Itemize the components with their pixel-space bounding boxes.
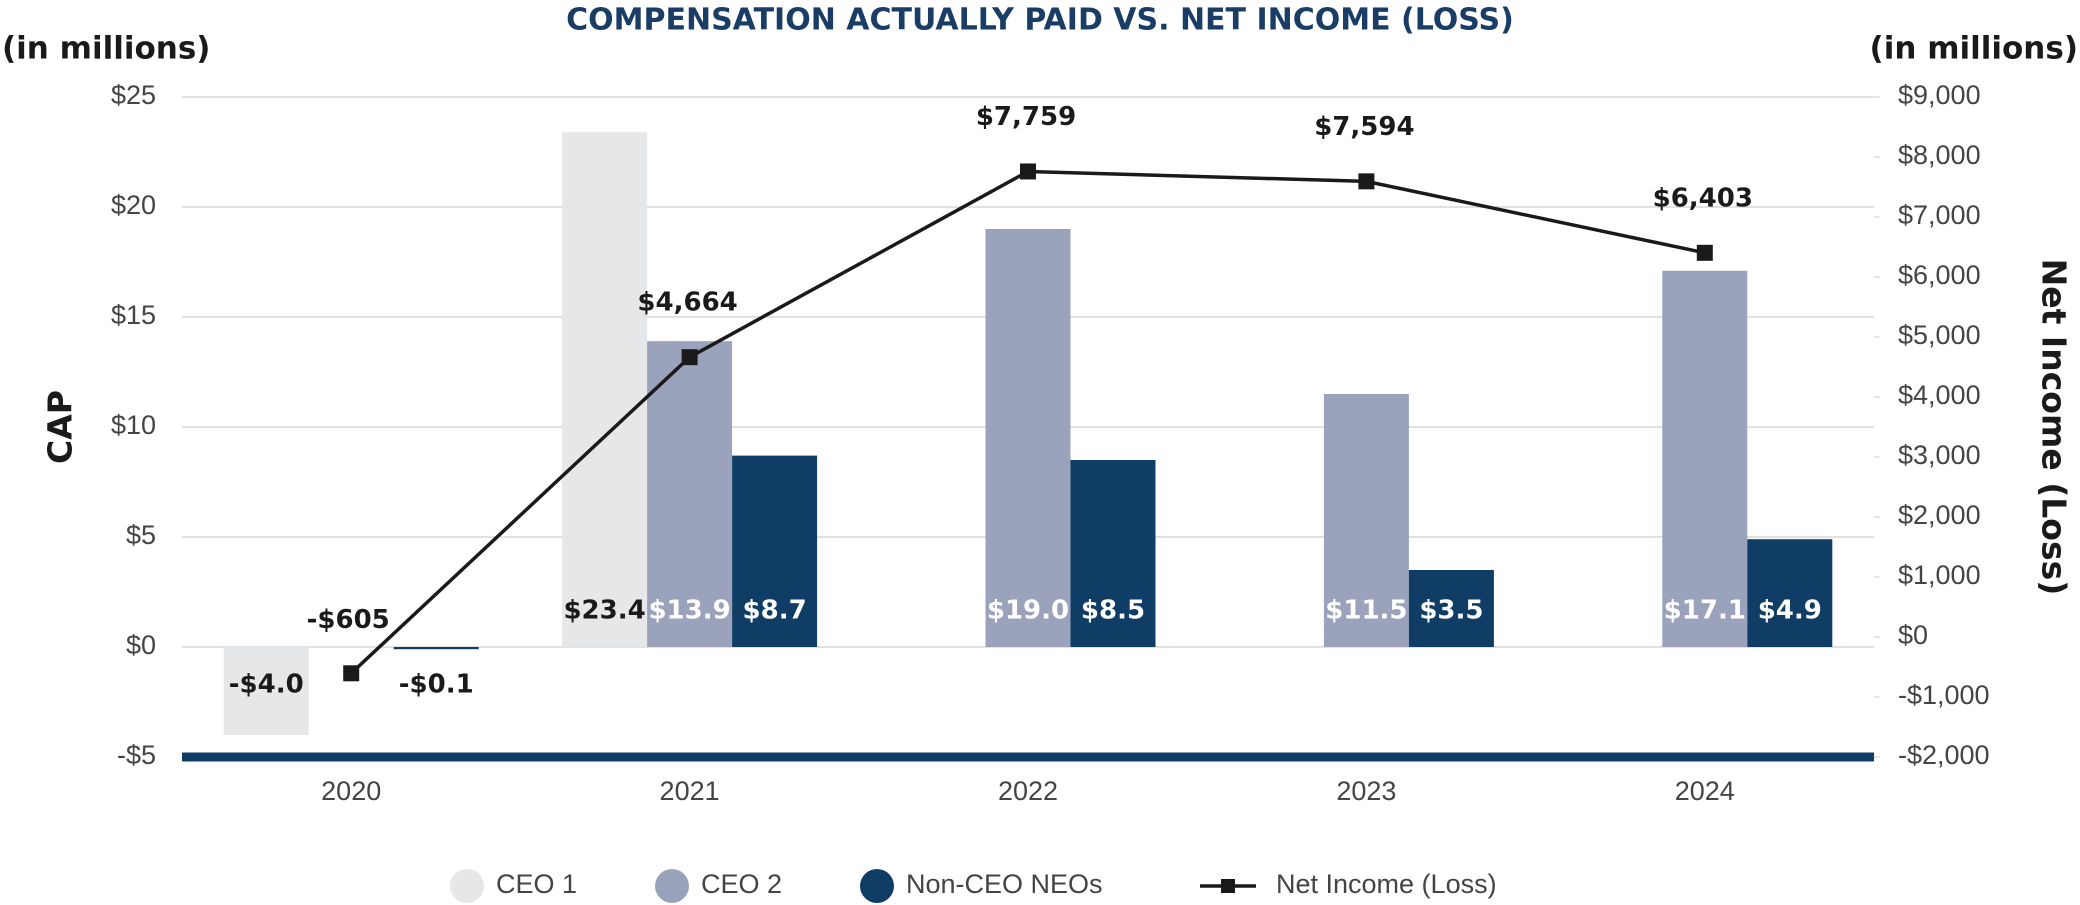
line-marker xyxy=(681,349,698,366)
bar xyxy=(1408,570,1494,647)
y2-tick-label: $6,000 xyxy=(1898,260,1981,290)
legend-label: Net Income (Loss) xyxy=(1276,869,1497,899)
y2-unit-label: (in millions) xyxy=(1870,31,2078,67)
x-tick-label: 2020 xyxy=(321,776,381,806)
y2-tick-label: $4,000 xyxy=(1898,380,1981,410)
bar xyxy=(1323,394,1409,647)
data-label: $23.4 xyxy=(563,596,645,626)
y2-tick-label: $8,000 xyxy=(1898,140,1981,170)
data-label: $3.5 xyxy=(1419,596,1483,626)
y-tick-label: $15 xyxy=(111,300,156,330)
line-data-label: $4,664 xyxy=(637,288,737,318)
bar xyxy=(223,647,309,735)
y2-tick-label: $0 xyxy=(1898,620,1928,650)
bar xyxy=(985,229,1071,647)
y-tick-label: $10 xyxy=(111,410,156,440)
y-tick-label: $20 xyxy=(111,190,156,220)
bar xyxy=(393,647,479,650)
data-label: -$0.1 xyxy=(399,670,474,700)
line-marker xyxy=(1020,163,1036,180)
data-label: $17.1 xyxy=(1664,596,1746,626)
bar xyxy=(1070,460,1156,647)
y2-tick-label: -$1,000 xyxy=(1898,680,1990,710)
line-data-label: $6,403 xyxy=(1653,183,1753,213)
legend-swatch xyxy=(450,869,484,903)
y-tick-label: -$5 xyxy=(117,740,156,770)
x-tick-label: 2024 xyxy=(1675,776,1735,806)
y2-tick-label: -$2,000 xyxy=(1898,740,1990,770)
line-data-label: -$605 xyxy=(307,605,390,635)
bar xyxy=(732,455,818,647)
line-data-label: $7,594 xyxy=(1314,112,1414,142)
line-data-label: $7,759 xyxy=(976,102,1076,132)
y-tick-label: $5 xyxy=(126,520,156,550)
data-label: $4.9 xyxy=(1758,596,1822,626)
y-unit-label: (in millions) xyxy=(2,31,210,67)
y2-tick-label: $9,000 xyxy=(1898,80,1981,110)
legend-label: CEO 1 xyxy=(496,869,577,899)
data-label: $8.5 xyxy=(1081,596,1145,626)
data-label: -$4.0 xyxy=(229,670,304,700)
y-tick-label: $25 xyxy=(111,80,156,110)
line-marker xyxy=(1696,244,1713,261)
data-label: $8.7 xyxy=(743,596,807,626)
chart-title: COMPENSATION ACTUALLY PAID VS. NET INCOM… xyxy=(566,3,1514,38)
data-label: $11.5 xyxy=(1325,596,1407,626)
data-label: $19.0 xyxy=(987,596,1069,626)
y-tick-label: $0 xyxy=(126,630,156,660)
y2-tick-label: $7,000 xyxy=(1898,200,1981,230)
y2-tick-label: $5,000 xyxy=(1898,320,1981,350)
line-marker xyxy=(1358,173,1375,190)
y2-tick-label: $2,000 xyxy=(1898,500,1981,530)
legend-swatch xyxy=(1221,879,1235,893)
y-axis-title: CAP xyxy=(41,390,80,464)
x-tick-label: 2021 xyxy=(660,776,720,806)
legend-swatch xyxy=(860,869,894,903)
bar xyxy=(647,341,733,647)
line-marker xyxy=(343,665,360,682)
data-label: $13.9 xyxy=(648,596,730,626)
y2-tick-label: $3,000 xyxy=(1898,440,1981,470)
bar xyxy=(1662,270,1748,647)
y2-tick-label: $1,000 xyxy=(1898,560,1981,590)
legend-label: CEO 2 xyxy=(701,869,782,899)
legend-label: Non-CEO NEOs xyxy=(906,869,1103,899)
y2-axis-title: Net Income (Loss) xyxy=(2035,259,2074,596)
legend-swatch xyxy=(655,869,689,903)
x-tick-label: 2023 xyxy=(1336,776,1396,806)
bar xyxy=(1747,539,1833,647)
x-tick-label: 2022 xyxy=(998,776,1058,806)
bar xyxy=(562,132,648,647)
